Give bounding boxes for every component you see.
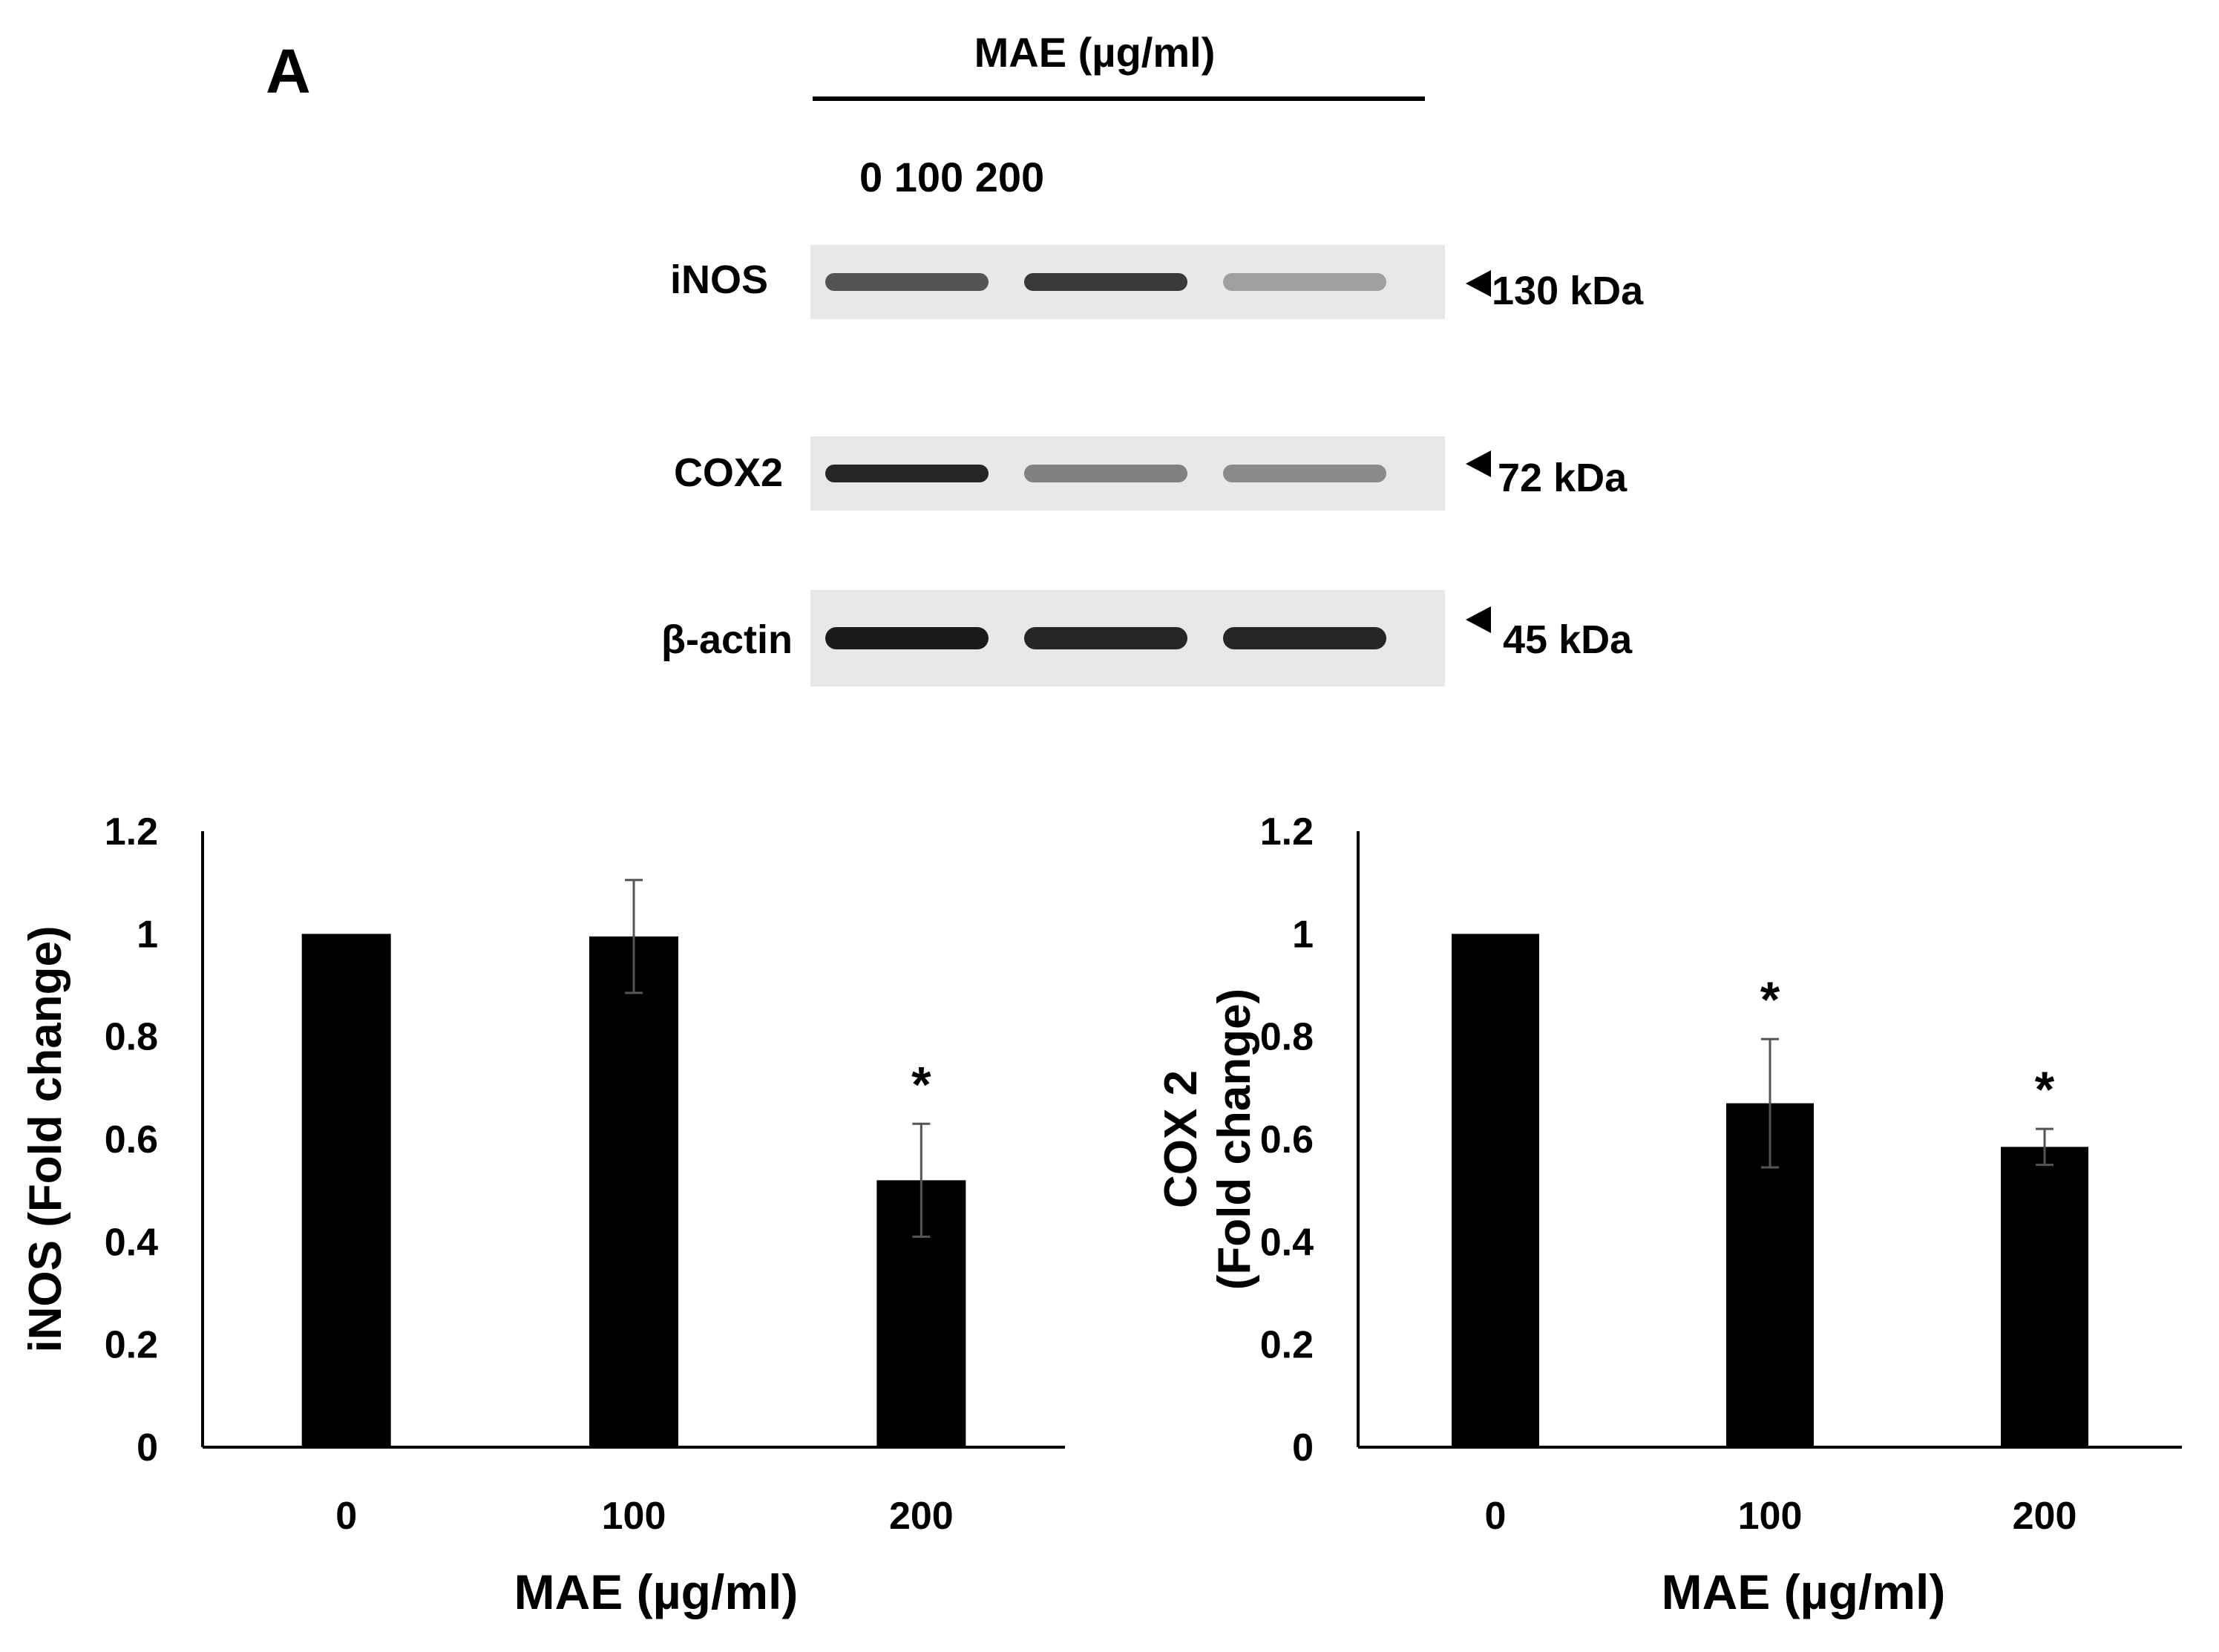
y-tick-label: 1 (1292, 913, 1314, 956)
y-tick-label: 1.2 (1260, 810, 1314, 853)
x-tick-label: 0 (335, 1495, 357, 1538)
blot-band (825, 627, 989, 649)
y-tick-label: 0.6 (1260, 1118, 1314, 1161)
y-tick-label: 1.2 (105, 810, 158, 853)
blot-size-label: 72 kDa (1498, 456, 1628, 500)
blot-band (1223, 273, 1386, 291)
y-tick-label: 0.8 (105, 1016, 158, 1059)
y-tick-label: 0.4 (1260, 1221, 1314, 1264)
y-tick-label: 0.8 (1260, 1016, 1314, 1059)
blot-protein-label: iNOS (670, 258, 768, 302)
x-tick-label: 100 (602, 1495, 666, 1538)
bar (2001, 1147, 2088, 1447)
x-axis-label: MAE (µg/ml) (1662, 1564, 1946, 1619)
western-blot: MAE (µg/ml) 0 100 200 iNOS 130 kDa COX2 72 … (661, 29, 1644, 686)
blot-row-1: COX2 72 kDa (674, 436, 1628, 511)
y-axis-label: COX 2 (1156, 1070, 1207, 1208)
blot-band (1223, 627, 1386, 649)
blot-band (1024, 465, 1187, 482)
blot-band (825, 273, 989, 291)
x-tick-label: 200 (2013, 1495, 2077, 1538)
blot-doses-label: 0 100 200 (859, 154, 1044, 200)
y-tick-label: 0 (1292, 1426, 1314, 1469)
significance-marker: * (1760, 971, 1780, 1028)
y-tick-label: 0.2 (105, 1324, 158, 1367)
x-tick-label: 100 (1738, 1495, 1803, 1538)
blot-protein-label: COX2 (674, 450, 783, 495)
x-axis-label: MAE (µg/ml) (514, 1564, 799, 1619)
blot-band (1223, 465, 1386, 482)
blot-protein-label: β-actin (661, 617, 793, 662)
blot-arrowhead-icon (1466, 450, 1491, 477)
panel-label: A (266, 36, 311, 106)
blot-row-0: iNOS 130 kDa (670, 245, 1644, 319)
y-tick-label: 0.6 (105, 1118, 158, 1161)
y-axis-label: iNOS (Fold change) (20, 925, 71, 1352)
y-tick-label: 0.2 (1260, 1324, 1314, 1367)
significance-marker: * (2035, 1061, 2055, 1118)
inos-bar-chart: 0 0.2 0.4 0.6 0.8 1 1.2 0 100 * 200 MAE (µg/ml) iNOS… (20, 810, 1065, 1619)
y-axis-label: (Fold change) (1209, 989, 1260, 1290)
blot-arrowhead-icon (1466, 270, 1491, 297)
blot-band (825, 465, 989, 482)
y-tick-label: 1 (137, 913, 158, 956)
blot-header: MAE (µg/ml) (974, 29, 1216, 76)
x-tick-label: 200 (889, 1495, 954, 1538)
x-tick-label: 0 (1485, 1495, 1507, 1538)
cox2-bar-chart: 0 0.2 0.4 0.6 0.8 1 1.2 0 * 100 * 200 MAE (µg/ml) COX… (1156, 810, 2182, 1619)
y-tick-label: 0 (137, 1426, 158, 1469)
bar (1452, 934, 1539, 1447)
bar (589, 936, 678, 1447)
bar (301, 934, 391, 1447)
blot-band (1024, 627, 1187, 649)
y-tick-label: 0.4 (105, 1221, 158, 1264)
blot-band (1024, 273, 1187, 291)
blot-row-2: β-actin 45 kDa (661, 590, 1633, 686)
blot-rows: iNOS 130 kDa COX2 72 kDa β-actin 45 kDa (661, 245, 1644, 686)
blot-size-label: 130 kDa (1492, 269, 1644, 313)
significance-marker: * (911, 1056, 931, 1112)
blot-size-label: 45 kDa (1503, 617, 1633, 662)
blot-arrowhead-icon (1466, 606, 1491, 633)
